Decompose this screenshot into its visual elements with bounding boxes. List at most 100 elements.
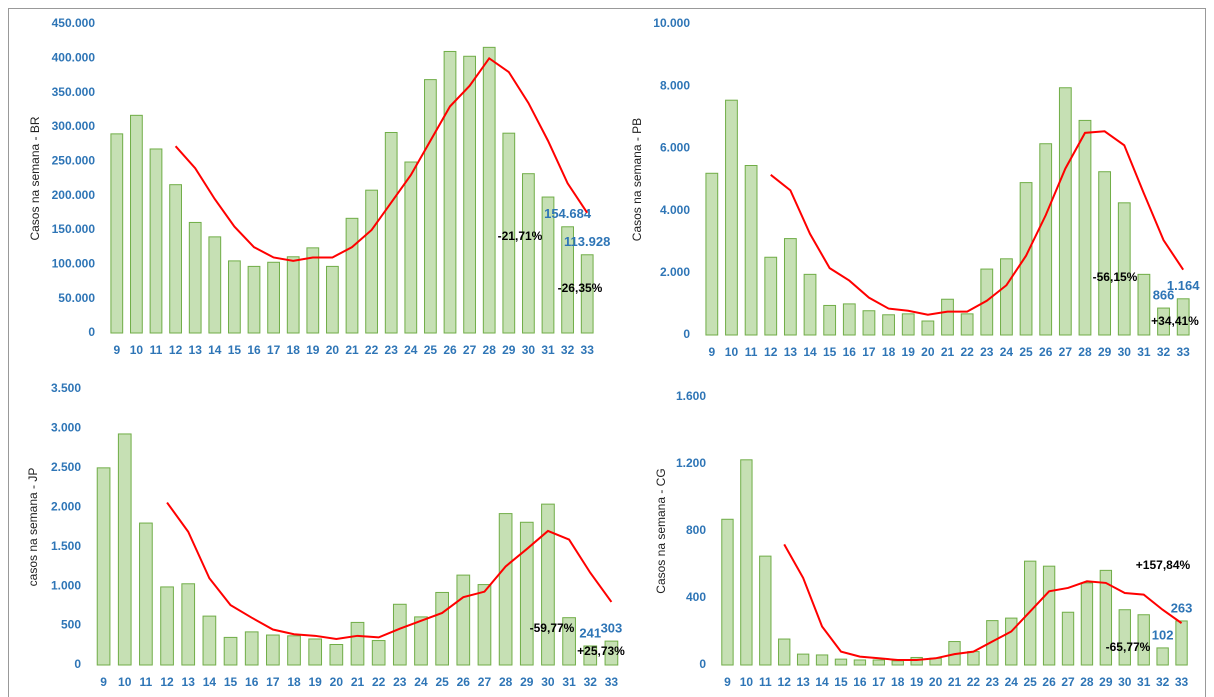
y-tick-label: 2.000 (660, 265, 690, 279)
y-tick-label: 100.000 (52, 257, 96, 271)
data-label: 113.928 (564, 234, 610, 249)
y-tick-label: 0 (88, 325, 95, 339)
x-tick-label: 22 (365, 343, 379, 357)
y-tick-label: 3.000 (51, 421, 81, 435)
x-tick-label: 31 (562, 675, 576, 689)
bar (160, 586, 174, 666)
x-tick-label: 15 (224, 675, 238, 689)
x-tick-label: 15 (834, 675, 848, 689)
annotation: +34,41% (1151, 314, 1199, 328)
bar (941, 298, 954, 336)
x-tick-label: 23 (986, 675, 1000, 689)
bar (477, 584, 492, 666)
x-tick-label: 30 (1118, 345, 1132, 359)
x-tick-label: 22 (967, 675, 981, 689)
annotation: -56,15% (1093, 270, 1138, 284)
x-tick-label: 20 (330, 675, 344, 689)
bar (350, 621, 365, 666)
bar (1019, 182, 1033, 336)
x-tick-label: 29 (1098, 345, 1112, 359)
trend-line (174, 56, 589, 262)
x-tick-label: 18 (882, 345, 896, 359)
bar (1137, 614, 1150, 666)
x-tick-label: 16 (853, 675, 867, 689)
bar (1024, 560, 1037, 666)
x-tick-label: 9 (724, 675, 731, 689)
x-tick-label: 11 (759, 675, 772, 689)
y-tick-label: 400.000 (52, 51, 96, 65)
annotation: -59,77% (530, 621, 575, 635)
y-tick-label: 500 (61, 618, 81, 632)
y-tick-label: 10.000 (653, 16, 690, 30)
x-tick-label: 15 (823, 345, 837, 359)
y-tick-label: 50.000 (58, 291, 95, 305)
bar (583, 645, 598, 666)
bar (910, 656, 923, 666)
x-tick-label: 31 (1137, 345, 1151, 359)
data-label: 303 (601, 621, 623, 636)
bar (580, 254, 594, 334)
bar (424, 79, 437, 334)
x-tick-label: 20 (326, 343, 340, 357)
x-tick-label: 13 (796, 675, 810, 689)
y-tick-label: 1.000 (51, 578, 81, 592)
bar (414, 616, 428, 666)
bar (498, 513, 513, 666)
x-tick-label: 9 (113, 343, 120, 357)
bar (267, 261, 280, 334)
x-tick-label: 20 (921, 345, 935, 359)
bar (1000, 258, 1013, 336)
x-tick-label: 12 (160, 675, 174, 689)
x-tick-label: 32 (1157, 345, 1171, 359)
x-tick-label: 9 (100, 675, 107, 689)
bar (188, 221, 202, 334)
data-label: 102 (1152, 627, 1174, 642)
x-tick-label: 18 (287, 675, 301, 689)
x-tick-label: 17 (266, 675, 280, 689)
x-tick-label: 32 (584, 675, 598, 689)
bar (882, 314, 895, 336)
bar (853, 659, 867, 666)
x-tick-label: 12 (778, 675, 792, 689)
annotation: +157,84% (1136, 558, 1191, 572)
x-tick-label: 17 (862, 345, 876, 359)
x-tick-label: 30 (1118, 675, 1132, 689)
x-tick-label: 11 (140, 675, 153, 689)
trend-line (166, 501, 613, 640)
y-tick-label: 0 (683, 327, 690, 341)
bar (435, 591, 449, 666)
x-tick-label: 22 (960, 345, 974, 359)
bar (1039, 143, 1053, 336)
bar (815, 654, 829, 666)
y-tick-label: 1.600 (676, 389, 706, 403)
bar (1058, 87, 1072, 336)
x-tick-label: 19 (309, 675, 323, 689)
bar (1099, 569, 1113, 666)
bar (266, 634, 280, 666)
x-tick-label: 33 (1177, 345, 1191, 359)
bar (522, 173, 535, 334)
bar (247, 265, 261, 334)
bar (287, 635, 301, 666)
bar (1042, 565, 1056, 666)
bar (139, 522, 153, 666)
x-tick-label: 33 (1175, 675, 1189, 689)
bar (208, 236, 222, 334)
bar (329, 643, 344, 666)
y-tick-label: 150.000 (52, 222, 96, 236)
x-tick-label: 28 (1078, 345, 1092, 359)
bar (1137, 273, 1151, 336)
bar (796, 653, 810, 666)
x-tick-label: 23 (393, 675, 407, 689)
bar (392, 603, 407, 666)
bar (110, 133, 124, 334)
x-tick-label: 30 (541, 675, 555, 689)
bar (1117, 202, 1131, 336)
x-tick-label: 24 (1000, 345, 1014, 359)
x-tick-label: 11 (150, 343, 163, 357)
bar (308, 638, 323, 666)
x-tick-label: 31 (1137, 675, 1151, 689)
bar (834, 658, 848, 666)
bar (901, 313, 915, 336)
